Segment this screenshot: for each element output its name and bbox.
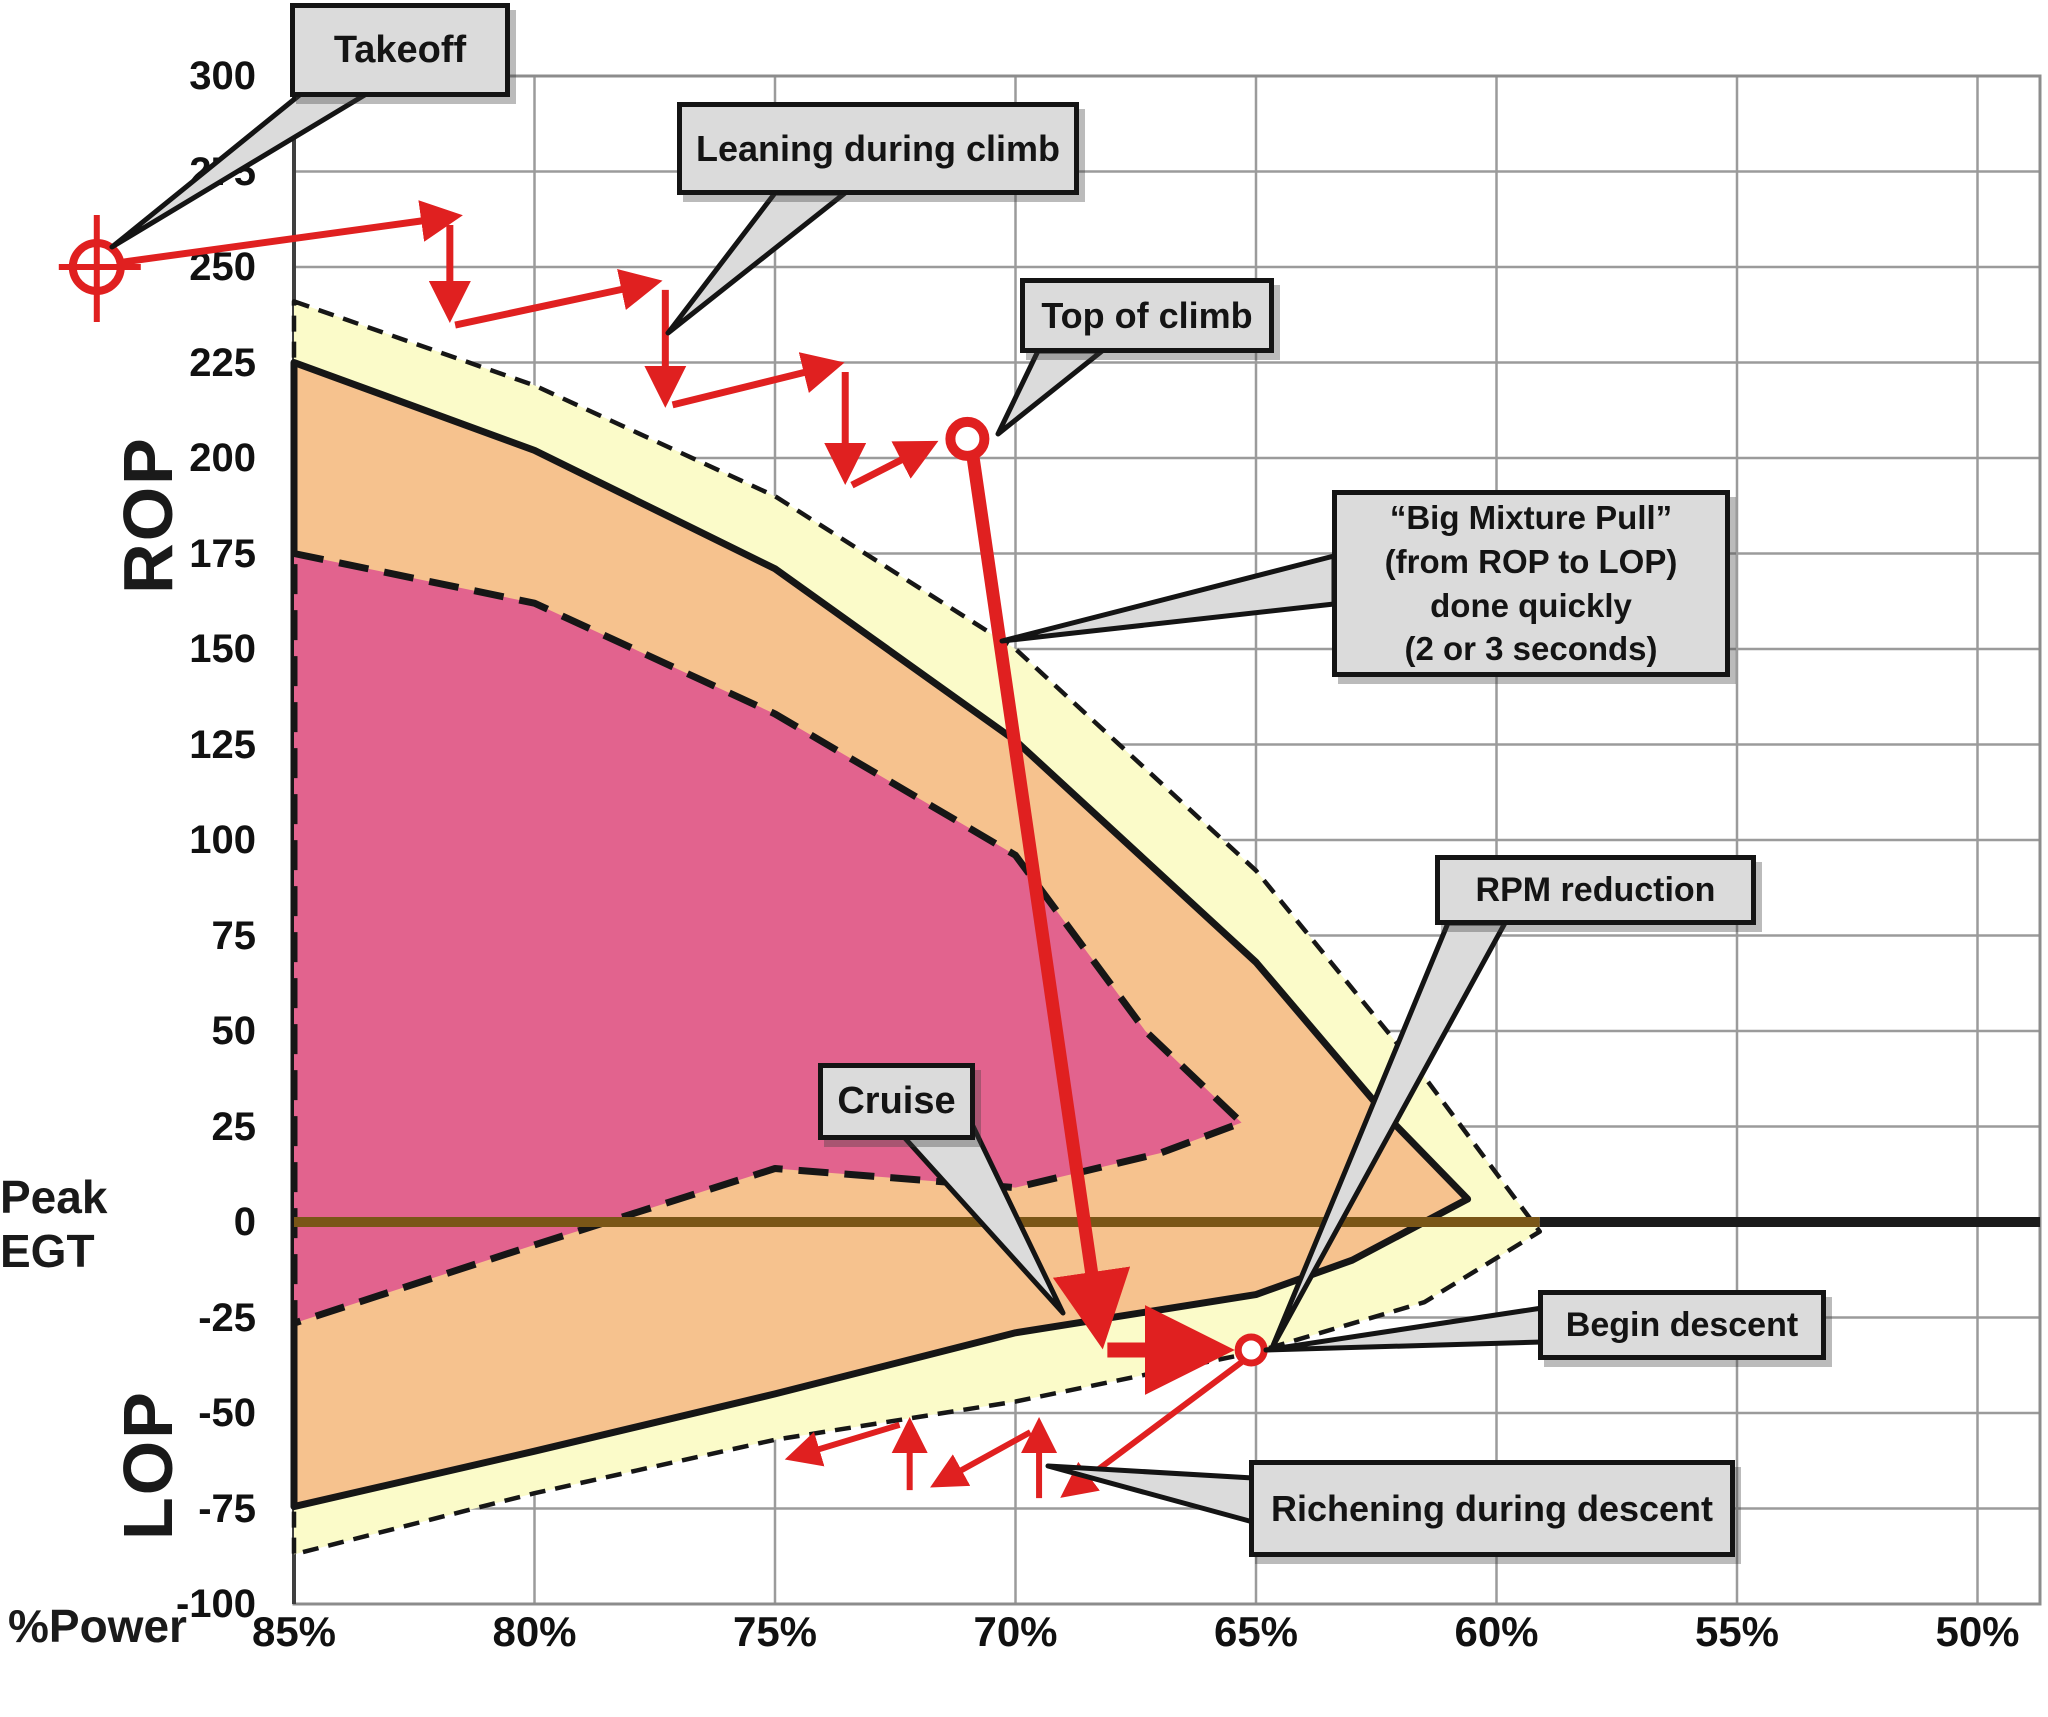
callout-richening-during-descent: Richening during descent — [1249, 1460, 1735, 1557]
y-tick-label: 25 — [211, 1104, 257, 1149]
callout-big-mixture-pull: “Big Mixture Pull” (from ROP to LOP) don… — [1332, 490, 1730, 677]
y-tick-label: -100 — [175, 1582, 256, 1626]
callout-rpm-reduction: RPM reduction — [1435, 855, 1756, 925]
callout-takeoff: Takeoff — [290, 3, 510, 97]
y-tick-label: -75 — [198, 1486, 256, 1531]
y-tick-label: -50 — [198, 1391, 256, 1435]
x-tick-label: 60% — [1454, 1608, 1539, 1655]
x-axis-title: %Power — [8, 1600, 187, 1652]
x-tick-label: 85% — [251, 1608, 337, 1655]
y-tick-label: 125 — [189, 722, 256, 767]
y-tick-label: 75 — [211, 913, 257, 958]
x-tick-label: 70% — [973, 1608, 1058, 1655]
x-tick-label: 65% — [1213, 1608, 1299, 1655]
x-tick-label: 50% — [1935, 1608, 2020, 1655]
y-tick-label: 175 — [189, 531, 256, 576]
callout-cruise: Cruise — [818, 1063, 975, 1140]
y-tick-label: 225 — [189, 340, 256, 385]
callout-begin-descent: Begin descent — [1538, 1290, 1826, 1360]
callout-top-of-climb: Top of climb — [1020, 278, 1274, 353]
y-tick-label: 150 — [189, 627, 256, 671]
callout-leaning-during-climb: Leaning during climb — [677, 102, 1079, 195]
x-tick-label: 75% — [732, 1608, 818, 1655]
x-tick-label: 80% — [492, 1608, 577, 1655]
y-tick-label: 50 — [211, 1009, 257, 1053]
y-tick-label: 0 — [233, 1200, 256, 1244]
x-tick-label: 55% — [1694, 1608, 1780, 1655]
y-tick-label: 200 — [189, 436, 256, 480]
y-tick-label: 100 — [189, 818, 256, 862]
y-tick-label: -25 — [198, 1295, 256, 1340]
